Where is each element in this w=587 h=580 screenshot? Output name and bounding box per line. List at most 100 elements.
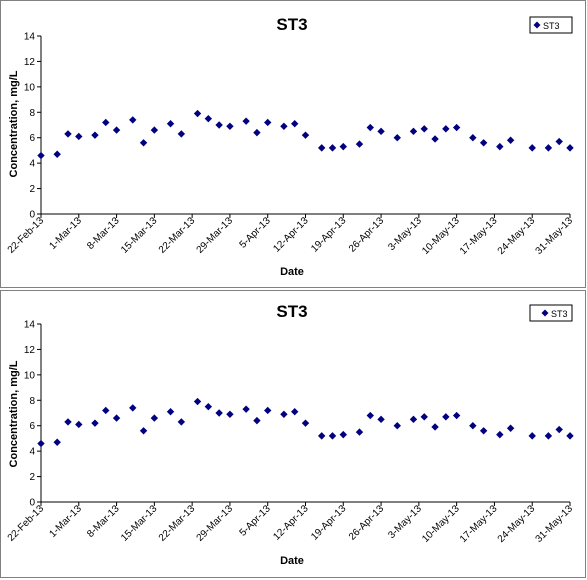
legend-box xyxy=(529,304,573,322)
data-point xyxy=(469,134,477,142)
data-point xyxy=(291,120,299,128)
data-point xyxy=(102,406,110,415)
data-point xyxy=(528,432,536,440)
data-point xyxy=(150,414,159,422)
y-tick-label: 10 xyxy=(24,370,36,381)
x-axis-label: Date xyxy=(280,555,304,567)
data-point xyxy=(177,418,186,426)
data-point xyxy=(420,125,428,133)
chart-panel-top: ST3 Concentration, mg/L Date ST3 0 2 4 6 8 10… xyxy=(0,0,586,288)
data-point xyxy=(479,139,488,147)
data-point xyxy=(53,438,61,446)
data-point xyxy=(377,127,385,136)
data-point xyxy=(317,144,326,152)
y-axis-label: Concentration, mg/L xyxy=(8,360,20,467)
y-tick-label: 0 xyxy=(29,210,35,221)
data-point xyxy=(75,132,83,141)
x-axis-label: Date xyxy=(280,266,304,278)
legend: ST3 xyxy=(529,16,573,34)
data-point xyxy=(479,427,488,435)
data-point xyxy=(193,397,202,406)
y-tick-label: 6 xyxy=(29,133,35,144)
data-point xyxy=(469,422,477,430)
chart-title: ST3 xyxy=(276,15,307,34)
data-point xyxy=(129,404,137,412)
data-point xyxy=(75,420,83,429)
data-point xyxy=(204,114,213,123)
data-point xyxy=(355,140,364,148)
data-point xyxy=(555,425,563,434)
data-point xyxy=(193,109,202,118)
data-point xyxy=(366,123,374,132)
data-point xyxy=(150,126,159,134)
data-point xyxy=(528,144,536,152)
y-tick-label: 0 xyxy=(29,498,35,509)
data-point xyxy=(242,117,250,125)
data-point xyxy=(280,122,288,130)
data-point xyxy=(566,144,574,152)
y-tick-label: 14 xyxy=(24,32,36,43)
data-point xyxy=(242,405,250,413)
legend-box xyxy=(529,16,573,34)
data-point xyxy=(328,144,337,152)
y-axis-label: Concentration, mg/L xyxy=(8,70,20,177)
data-point xyxy=(139,139,148,147)
y-tick-label: 2 xyxy=(29,472,35,483)
data-point xyxy=(112,126,121,134)
data-point xyxy=(139,427,148,435)
data-point xyxy=(291,408,299,416)
data-point xyxy=(264,118,272,127)
data-point xyxy=(91,131,99,139)
data-point xyxy=(226,410,234,418)
data-point xyxy=(496,142,504,151)
data-point xyxy=(91,419,99,427)
legend: ST3 xyxy=(529,304,573,322)
data-point xyxy=(215,121,223,129)
data-point xyxy=(253,128,261,137)
data-point xyxy=(37,439,45,448)
data-point xyxy=(215,409,223,417)
data-point xyxy=(506,136,515,144)
y-tick-label: 8 xyxy=(29,108,35,119)
data-point xyxy=(112,414,121,422)
data-point xyxy=(355,428,364,436)
data-point xyxy=(129,116,137,124)
data-point xyxy=(339,142,347,151)
legend-label: ST3 xyxy=(551,309,568,319)
y-tick-label: 4 xyxy=(29,447,35,458)
data-point xyxy=(452,411,461,420)
data-point xyxy=(102,118,110,127)
data-point xyxy=(226,122,234,130)
data-point xyxy=(301,131,310,139)
y-tick-label: 10 xyxy=(24,82,36,93)
panel-border xyxy=(0,290,586,578)
y-tick-label: 12 xyxy=(24,57,36,68)
data-point xyxy=(204,402,213,411)
data-point xyxy=(431,135,439,143)
y-tick-label: 12 xyxy=(24,345,36,356)
data-point xyxy=(366,411,374,420)
data-point xyxy=(409,415,418,424)
panel-border xyxy=(0,0,586,288)
data-point xyxy=(37,151,45,160)
data-point xyxy=(166,120,175,128)
data-point xyxy=(64,418,72,426)
data-point xyxy=(264,406,272,415)
data-point xyxy=(566,432,574,440)
data-point xyxy=(409,127,418,136)
y-tick-label: 6 xyxy=(29,421,35,432)
data-point xyxy=(555,137,563,146)
data-point xyxy=(442,413,450,421)
data-point xyxy=(506,424,515,432)
data-point xyxy=(53,150,61,158)
y-tick-label: 2 xyxy=(29,184,35,195)
chart-title: ST3 xyxy=(276,302,307,321)
data-point xyxy=(177,130,186,138)
chart-panel-bottom: ST3 Concentration, mg/L Date ST3 0 2 4 6 8 10… xyxy=(0,290,586,578)
data-point xyxy=(442,125,450,133)
legend-marker xyxy=(533,21,541,29)
data-point xyxy=(431,423,439,431)
data-point xyxy=(166,408,175,416)
y-tick-label: 4 xyxy=(29,159,35,170)
